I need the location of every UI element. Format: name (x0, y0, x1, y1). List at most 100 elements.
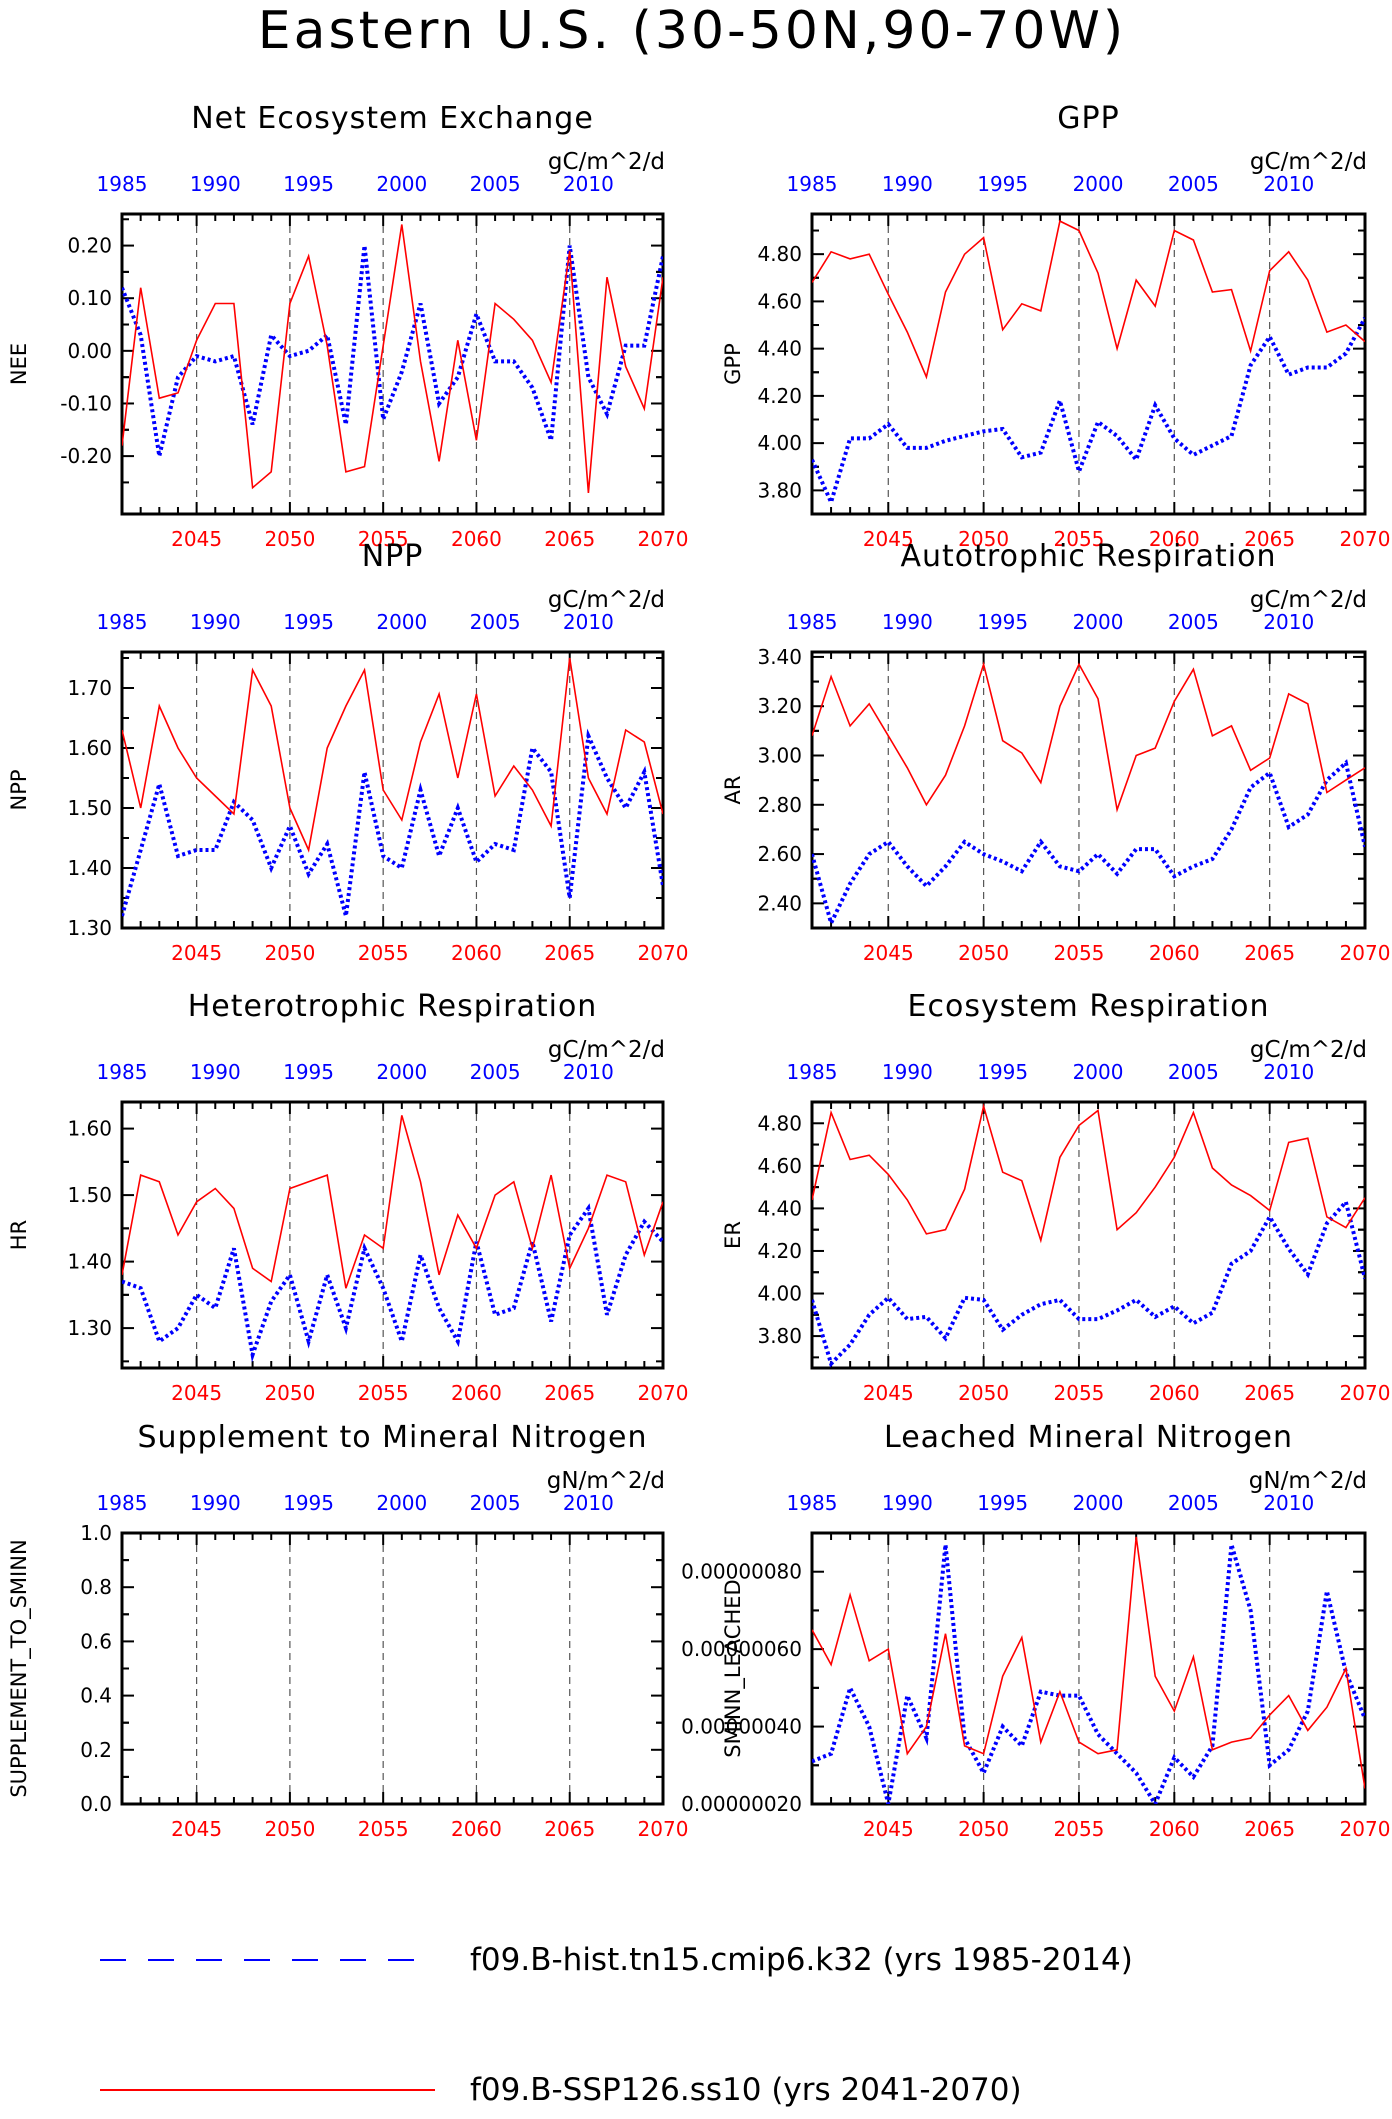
x-tick-label: 2065 (544, 941, 595, 965)
x-tick-label: 1990 (882, 1491, 933, 1515)
y-tick-label: 4.80 (757, 1111, 802, 1135)
y-tick-label: 0.10 (67, 286, 112, 310)
y-tick-label: 1.60 (67, 1117, 112, 1141)
y-tick-label: 4.00 (757, 431, 802, 455)
plot-frame (120, 650, 665, 930)
x-tick-label: 1985 (97, 1491, 148, 1515)
y-tick-label: 2.40 (757, 891, 802, 915)
panel-ar: Autotrophic Respiration gC/m^2/d 2045 2050 2… (721, 539, 1390, 965)
units-label: gC/m^2/d (548, 1037, 665, 1063)
y-tick-label: 4.60 (757, 289, 802, 313)
x-tick-label: 1985 (97, 172, 148, 196)
x-tick-label: 2005 (1168, 1491, 1219, 1515)
y-tick-label: 0.0 (80, 1792, 112, 1816)
series-line-hist (812, 1544, 1365, 1804)
x-tick-label: 2055 (1054, 527, 1105, 551)
x-tick-label: 2045 (863, 1817, 914, 1841)
x-tick-label: 1985 (787, 172, 838, 196)
panel-title: Leached Mineral Nitrogen (884, 1420, 1293, 1455)
y-tick-label: 1.40 (67, 1250, 112, 1274)
y-tick-label: 2.80 (757, 793, 802, 817)
plot-frame (810, 1531, 1367, 1806)
x-tick-label: 2060 (1149, 941, 1200, 965)
x-tick-label: 1990 (190, 1491, 241, 1515)
y-tick-label: 0.6 (80, 1629, 112, 1653)
y-tick-label: 1.40 (67, 856, 112, 880)
x-tick-label: 2045 (863, 527, 914, 551)
series-line-ssp126 (122, 224, 663, 493)
x-tick-label: 2050 (264, 527, 315, 551)
y-tick-label: 1.30 (67, 916, 112, 940)
panel-title: Supplement to Mineral Nitrogen (138, 1420, 648, 1455)
x-tick-label: 2060 (451, 1817, 502, 1841)
y-tick-label: 1.70 (67, 676, 112, 700)
x-tick-label: 1985 (97, 1060, 148, 1084)
panel-title: Autotrophic Respiration (900, 539, 1276, 574)
series-line-hist (122, 728, 663, 917)
x-tick-label: 2065 (544, 527, 595, 551)
x-tick-label: 2005 (470, 172, 521, 196)
y-tick-label: 3.20 (757, 694, 802, 718)
x-tick-label: 2045 (171, 1381, 222, 1405)
units-label: gC/m^2/d (548, 149, 665, 175)
x-tick-label: 1995 (977, 172, 1028, 196)
y-tick-label: 1.0 (80, 1521, 112, 1545)
x-tick-label: 2010 (1263, 610, 1314, 634)
x-tick-label: 2045 (171, 941, 222, 965)
y-tick-label: 0.4 (80, 1684, 112, 1708)
x-tick-label: 2050 (958, 1817, 1009, 1841)
x-tick-label: 1995 (977, 1060, 1028, 1084)
y-axis-label: AR (721, 776, 745, 805)
x-tick-label: 2000 (1073, 1060, 1124, 1084)
y-tick-label: 4.40 (757, 1196, 802, 1220)
x-tick-label: 2045 (171, 527, 222, 551)
y-axis-label: SUPPLEMENT_TO_SMINN (7, 1539, 32, 1797)
x-tick-label: 2060 (1149, 1381, 1200, 1405)
y-tick-label: 1.60 (67, 736, 112, 760)
x-tick-label: 2065 (544, 1381, 595, 1405)
series-line-ssp126 (812, 1536, 1365, 1789)
x-tick-label: 2010 (563, 610, 614, 634)
y-axis-label: GPP (721, 343, 745, 385)
x-tick-label: 2065 (1244, 527, 1295, 551)
units-label: gC/m^2/d (548, 587, 665, 613)
x-tick-label: 2045 (171, 1817, 222, 1841)
x-tick-label: 2055 (358, 1381, 409, 1405)
figure-title: Eastern U.S. (30-50N,90-70W) (258, 1, 1126, 61)
x-tick-label: 2005 (470, 1060, 521, 1084)
x-tick-label: 2005 (1168, 1060, 1219, 1084)
x-tick-label: 2050 (264, 1381, 315, 1405)
x-tick-label: 2070 (638, 1381, 689, 1405)
x-tick-label: 2000 (1073, 172, 1124, 196)
plot-frame (810, 1100, 1367, 1370)
y-tick-label: 4.60 (757, 1154, 802, 1178)
x-tick-label: 2050 (958, 941, 1009, 965)
x-tick-label: 2010 (1263, 1060, 1314, 1084)
x-tick-label: 2055 (358, 1817, 409, 1841)
y-tick-label: 0.00 (67, 339, 112, 363)
x-tick-label: 2060 (1149, 1817, 1200, 1841)
x-tick-label: 2070 (1340, 527, 1391, 551)
x-tick-label: 2065 (1244, 941, 1295, 965)
x-tick-label: 1990 (882, 172, 933, 196)
x-tick-label: 2070 (1340, 941, 1391, 965)
y-tick-label: 0.2 (80, 1738, 112, 1762)
x-tick-label: 1990 (882, 610, 933, 634)
x-tick-label: 1990 (190, 1060, 241, 1084)
y-tick-label: 4.80 (757, 242, 802, 266)
x-tick-label: 2045 (863, 1381, 914, 1405)
legend: f09.B-hist.tn15.cmip6.k32 (yrs 1985-2014… (100, 1942, 1133, 2108)
y-tick-label: 0.8 (80, 1575, 112, 1599)
series-line-ssp126 (122, 1115, 663, 1289)
y-tick-label: -0.20 (60, 444, 112, 468)
y-axis-label: NEE (7, 343, 31, 385)
x-tick-label: 2005 (470, 610, 521, 634)
series-line-hist (812, 759, 1365, 928)
x-tick-label: 1985 (97, 610, 148, 634)
x-tick-label: 2010 (1263, 1491, 1314, 1515)
x-tick-label: 2005 (1168, 172, 1219, 196)
series-line-hist (122, 1203, 663, 1363)
y-tick-label: 4.20 (757, 1239, 802, 1263)
series-line-ssp126 (812, 219, 1365, 380)
